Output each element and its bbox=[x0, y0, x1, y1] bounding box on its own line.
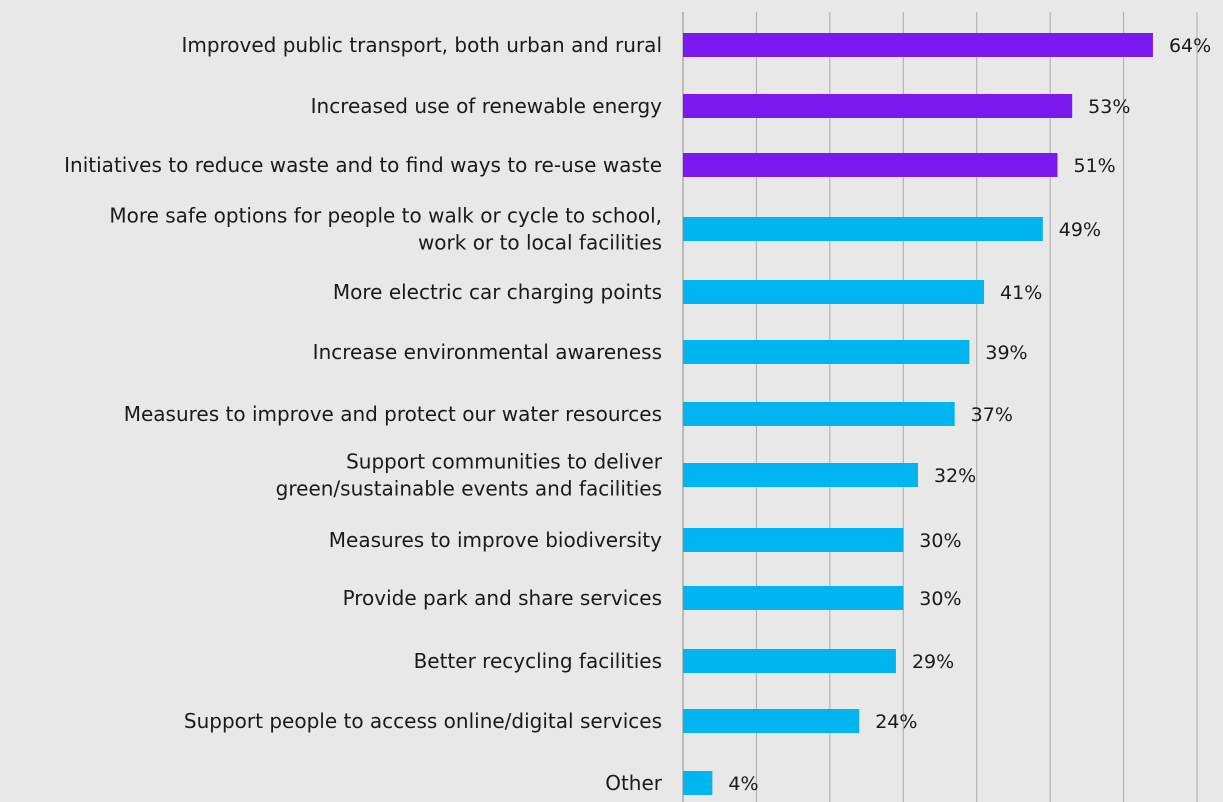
value-label: 29% bbox=[912, 651, 954, 673]
category-label: Increased use of renewable energy bbox=[311, 94, 663, 118]
bar bbox=[683, 709, 860, 733]
category-labels: Improved public transport, both urban an… bbox=[64, 33, 663, 795]
category-label: Support people to access online/digital … bbox=[184, 709, 662, 733]
value-label: 39% bbox=[985, 342, 1027, 364]
category-label: Measures to improve biodiversity bbox=[329, 528, 662, 552]
bar bbox=[683, 217, 1043, 241]
value-label: 41% bbox=[1000, 282, 1042, 304]
category-label: Support communities to deliver green/sust… bbox=[276, 450, 663, 501]
category-label: Better recycling facilities bbox=[414, 649, 662, 673]
value-labels: 64% 53% 51% 49% 41% 39% 37% 32% 30% 30% 29% 24% 4% bbox=[728, 35, 1211, 795]
bar bbox=[683, 402, 955, 426]
category-label: Increase environmental awareness bbox=[313, 340, 662, 364]
bar bbox=[683, 153, 1058, 177]
category-label: Improved public transport, both urban an… bbox=[181, 33, 662, 57]
value-label: 32% bbox=[934, 465, 976, 487]
value-label: 30% bbox=[919, 588, 961, 610]
value-label: 30% bbox=[919, 530, 961, 552]
bar bbox=[683, 33, 1153, 57]
category-label: Initiatives to reduce waste and to find … bbox=[64, 153, 662, 177]
value-label: 53% bbox=[1088, 96, 1130, 118]
value-label: 64% bbox=[1169, 35, 1211, 57]
bar bbox=[683, 280, 985, 304]
bar bbox=[683, 771, 713, 795]
category-label: Provide park and share services bbox=[343, 586, 662, 610]
value-label: 24% bbox=[875, 711, 917, 733]
bar bbox=[683, 340, 970, 364]
bar bbox=[683, 528, 904, 552]
category-label: More electric car charging points bbox=[333, 280, 662, 304]
bar bbox=[683, 586, 904, 610]
bars bbox=[683, 33, 1153, 795]
bar bbox=[683, 94, 1073, 118]
bar bbox=[683, 463, 918, 487]
bar bbox=[683, 649, 896, 673]
value-label: 37% bbox=[971, 404, 1013, 426]
category-label: Other bbox=[605, 771, 663, 795]
category-label: Measures to improve and protect our wate… bbox=[124, 402, 662, 426]
value-label: 51% bbox=[1073, 155, 1115, 177]
value-label: 4% bbox=[728, 773, 758, 795]
value-label: 49% bbox=[1059, 219, 1101, 241]
category-label: More safe options for people to walk or … bbox=[109, 204, 662, 255]
